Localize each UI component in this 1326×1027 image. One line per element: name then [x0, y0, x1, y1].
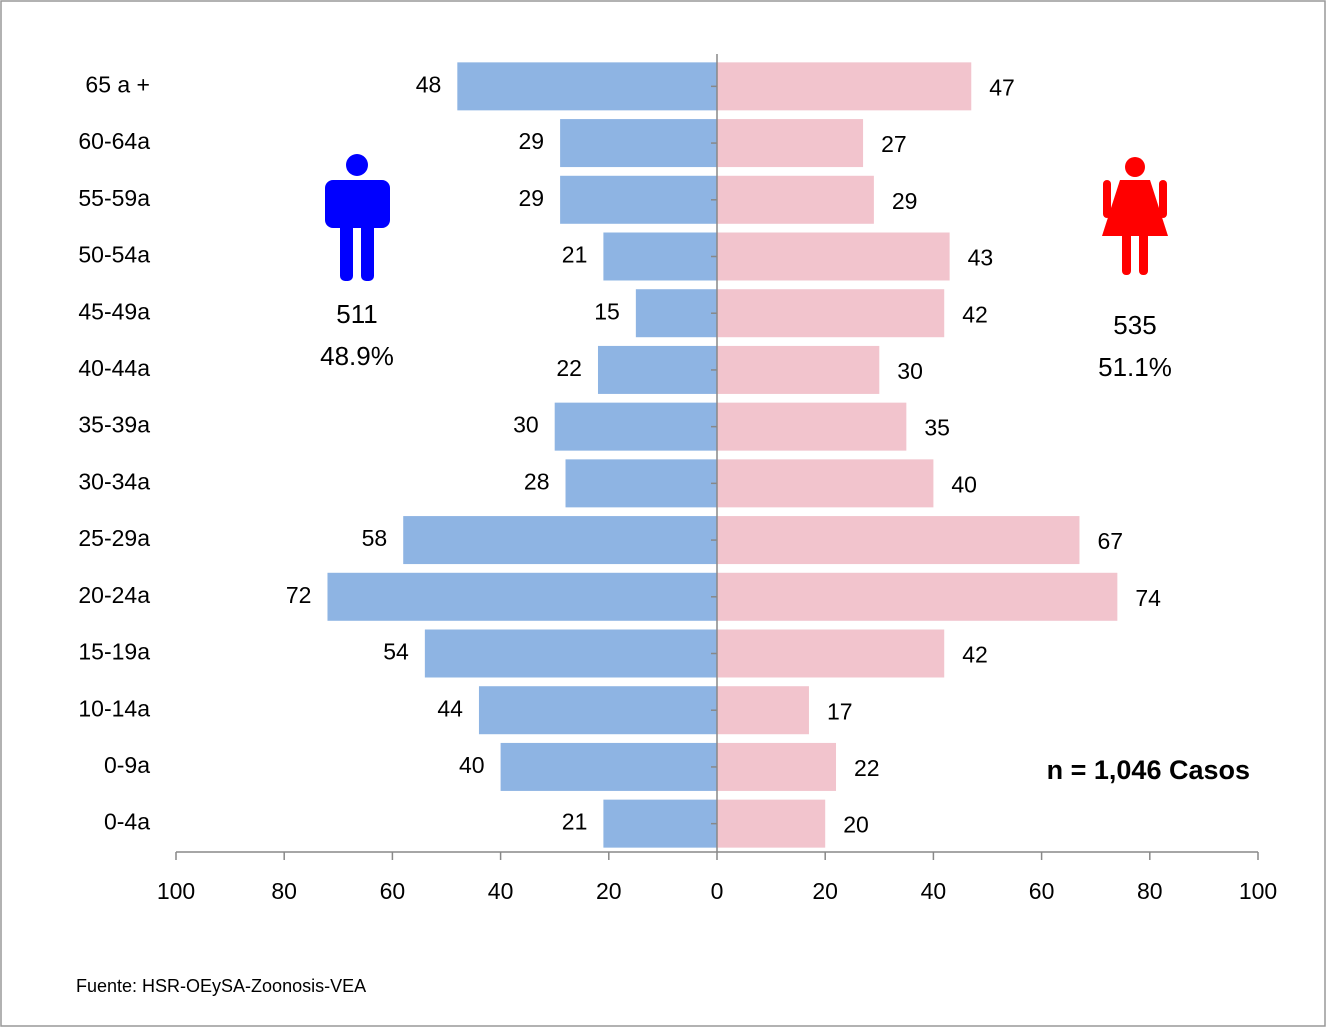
y-tick-label: 0-9a [104, 752, 150, 778]
x-tick-label: 80 [1137, 878, 1163, 904]
value-label: 27 [881, 131, 907, 157]
value-label: 20 [843, 812, 869, 838]
y-tick-label: 0-4a [104, 809, 150, 835]
bar [603, 799, 717, 848]
x-tick-label: 40 [921, 878, 947, 904]
x-tick-label: 20 [596, 878, 622, 904]
value-label: 30 [513, 412, 539, 438]
value-label: 21 [562, 242, 588, 268]
female-count: 535 [1113, 310, 1156, 340]
bar [717, 629, 945, 678]
bar [717, 799, 826, 848]
y-tick-label: 55-59a [78, 185, 150, 211]
value-label: 47 [989, 74, 1015, 100]
bar [717, 686, 809, 735]
y-tick-label: 60-64a [78, 128, 150, 154]
value-label: 67 [1097, 528, 1123, 554]
value-label: 30 [897, 358, 923, 384]
x-tick-label: 60 [380, 878, 406, 904]
bar [635, 289, 717, 338]
value-label: 15 [594, 298, 620, 324]
value-label: 40 [459, 752, 485, 778]
female-icon [1102, 157, 1168, 275]
y-tick-label: 10-14a [78, 695, 150, 721]
value-label: 42 [962, 642, 988, 668]
bar [717, 175, 874, 224]
bar [717, 119, 864, 168]
value-label: 22 [854, 755, 880, 781]
bar [403, 516, 717, 565]
bar [597, 345, 717, 394]
value-label: 58 [362, 525, 388, 551]
x-tick-label: 60 [1029, 878, 1055, 904]
bar [717, 232, 950, 281]
y-tick-label: 65 a + [85, 71, 150, 97]
value-label: 29 [519, 185, 545, 211]
male-count: 511 [336, 299, 377, 329]
x-tick-label: 80 [271, 878, 297, 904]
y-tick-label: 45-49a [78, 298, 150, 324]
value-label: 21 [562, 809, 588, 835]
bar [717, 742, 837, 791]
value-label: 28 [524, 468, 550, 494]
bar [717, 62, 972, 111]
male-percent: 48.9% [320, 341, 394, 371]
value-label: 42 [962, 301, 988, 327]
value-label: 54 [383, 639, 409, 665]
bar [565, 459, 717, 508]
bar [560, 175, 717, 224]
y-tick-label: 40-44a [78, 355, 150, 381]
bar [603, 232, 717, 281]
value-label: 29 [519, 128, 545, 154]
value-label: 17 [827, 698, 853, 724]
bar [717, 516, 1080, 565]
bar [717, 289, 945, 338]
value-label: 44 [437, 695, 463, 721]
y-tick-label: 50-54a [78, 242, 150, 268]
bar [717, 459, 934, 508]
value-label: 35 [924, 415, 950, 441]
female-percent: 51.1% [1098, 352, 1172, 382]
y-tick-label: 15-19a [78, 639, 150, 665]
y-tick-label: 20-24a [78, 582, 150, 608]
bar [457, 62, 717, 111]
value-label: 22 [556, 355, 582, 381]
value-label: 48 [416, 71, 442, 97]
x-tick-label: 0 [711, 878, 724, 904]
value-label: 74 [1135, 585, 1161, 611]
y-tick-label: 35-39a [78, 412, 150, 438]
value-label: 40 [951, 471, 977, 497]
male-icon [325, 154, 390, 281]
bar [717, 345, 880, 394]
x-tick-label: 100 [157, 878, 195, 904]
value-label: 72 [286, 582, 312, 608]
bar [717, 572, 1118, 621]
y-tick-label: 30-34a [78, 468, 150, 494]
x-tick-label: 100 [1239, 878, 1277, 904]
bar [554, 402, 717, 451]
y-tick-label: 25-29a [78, 525, 150, 551]
x-tick-label: 40 [488, 878, 514, 904]
bar [500, 742, 717, 791]
bar [560, 119, 717, 168]
total-note: n = 1,046 Casos [1047, 755, 1250, 785]
source-note: Fuente: HSR-OEySA-Zoonosis-VEA [76, 976, 366, 996]
value-label: 43 [968, 245, 994, 271]
bar [478, 686, 717, 735]
bar [717, 402, 907, 451]
bar [327, 572, 717, 621]
x-tick-label: 20 [812, 878, 838, 904]
value-label: 29 [892, 188, 918, 214]
bar [424, 629, 717, 678]
